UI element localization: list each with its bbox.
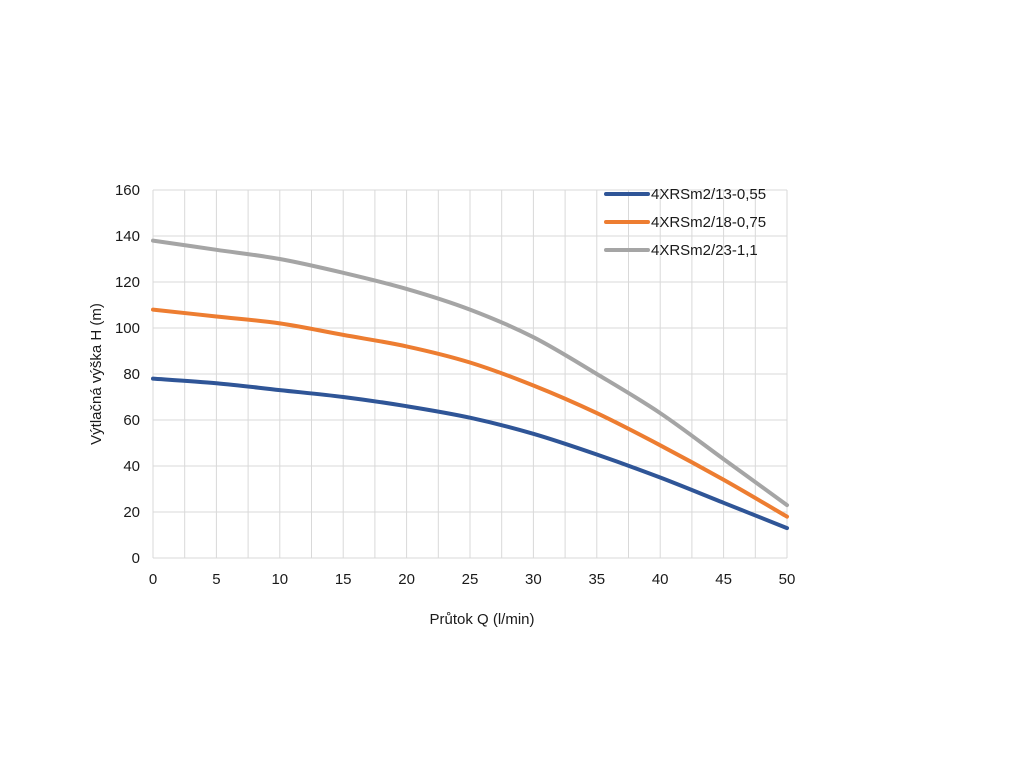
y-tick-label: 0 — [132, 550, 140, 567]
legend-label: 4XRSm2/13-0,55 — [651, 186, 766, 203]
y-tick-label: 60 — [123, 412, 140, 429]
y-axis-tick-labels: 0 20 40 60 80 100 120 140 160 — [115, 182, 140, 567]
x-tick-label: 15 — [335, 571, 352, 588]
x-tick-label: 50 — [779, 571, 796, 588]
x-tick-label: 20 — [398, 571, 415, 588]
y-tick-label: 100 — [115, 320, 140, 337]
series-line-1 — [151, 376, 789, 531]
y-tick-label: 140 — [115, 228, 140, 245]
x-tick-label: 35 — [588, 571, 605, 588]
x-tick-label: 25 — [462, 571, 479, 588]
series-line-3 — [151, 238, 789, 508]
series-lines — [151, 238, 789, 531]
legend-label: 4XRSm2/23-1,1 — [651, 242, 758, 259]
x-tick-label: 0 — [149, 571, 157, 588]
y-axis-title: Výtlačná výška H (m) — [88, 303, 105, 445]
y-tick-label: 20 — [123, 504, 140, 521]
legend: 4XRSm2/13-0,55 4XRSm2/18-0,75 4XRSm2/23-1,… — [604, 186, 766, 259]
x-axis-tick-labels: 0 5 10 15 20 25 30 35 40 45 50 — [149, 571, 796, 588]
legend-label: 4XRSm2/18-0,75 — [651, 214, 766, 231]
x-tick-label: 30 — [525, 571, 542, 588]
y-tick-label: 80 — [123, 366, 140, 383]
series-line-2 — [151, 307, 789, 519]
y-tick-label: 40 — [123, 458, 140, 475]
x-axis-title: Průtok Q (l/min) — [429, 611, 534, 628]
x-tick-label: 45 — [715, 571, 732, 588]
x-tick-label: 40 — [652, 571, 669, 588]
gridlines — [152, 189, 788, 559]
y-tick-label: 120 — [115, 274, 140, 291]
x-tick-label: 5 — [212, 571, 220, 588]
y-tick-label: 160 — [115, 182, 140, 199]
x-tick-label: 10 — [271, 571, 288, 588]
